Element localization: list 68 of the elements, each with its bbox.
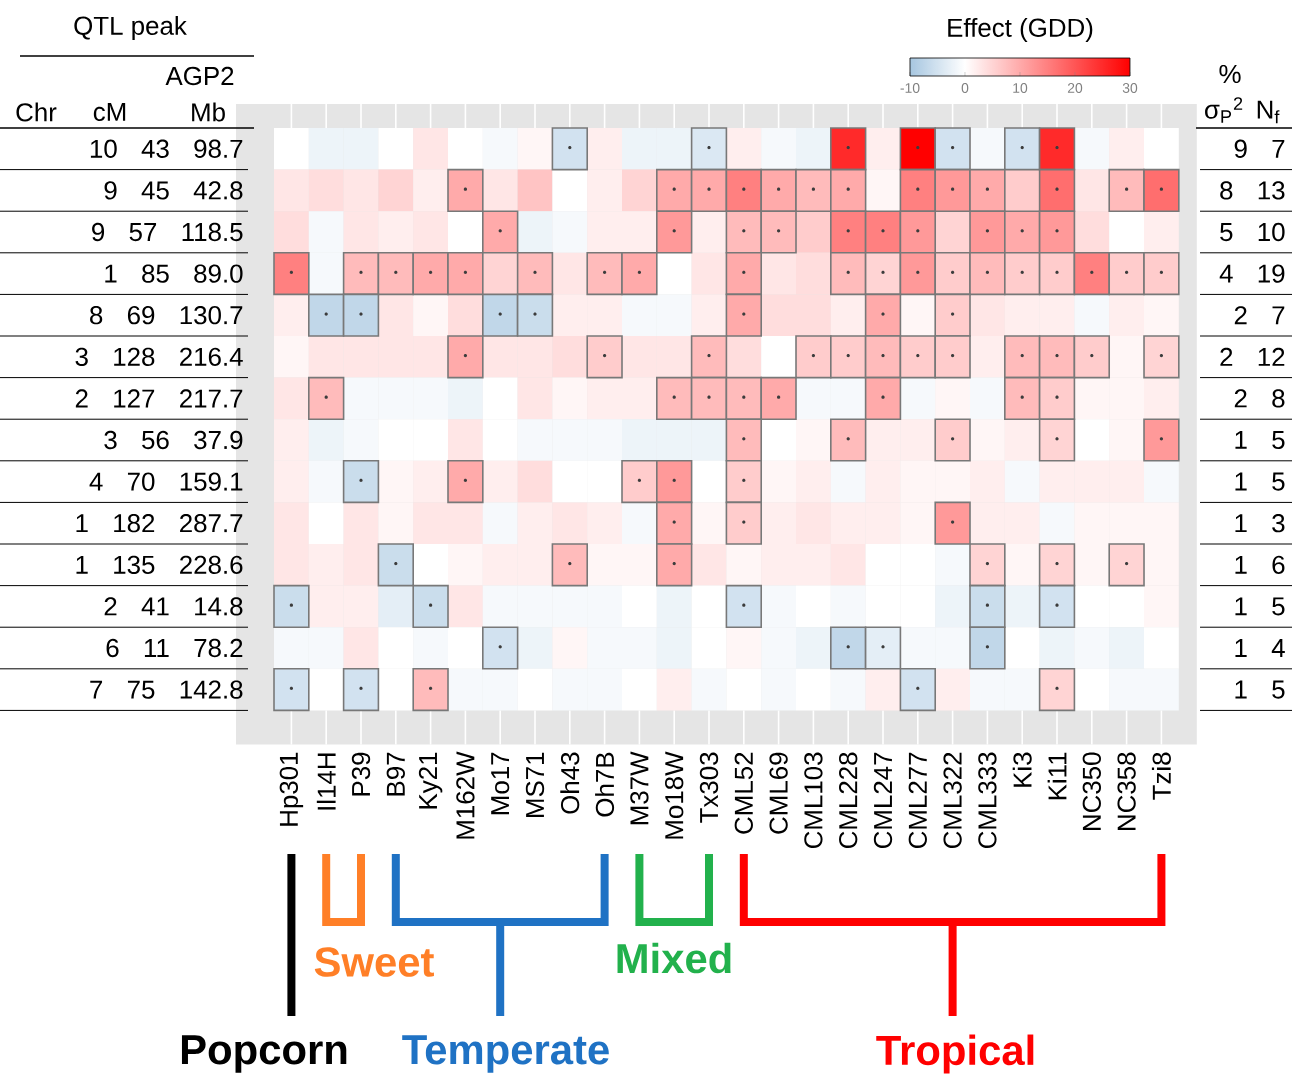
x-tick-label: CML69 bbox=[769, 752, 788, 834]
y-tick-label: 2 127 217.7 bbox=[75, 389, 243, 408]
y2-tick-label: 8 13 bbox=[1220, 181, 1285, 200]
y-tick-label: 1 182 287.7 bbox=[76, 514, 243, 533]
y-tick-label: 9 45 42.8 bbox=[104, 181, 243, 200]
x-tick-label: Mo18W bbox=[665, 751, 684, 839]
x-tick-label: Oh43 bbox=[560, 752, 580, 814]
x-tick-label: P39 bbox=[351, 752, 371, 796]
x-tick-label: Hp301 bbox=[279, 752, 304, 826]
y-tick-label: 3 128 216.4 bbox=[75, 347, 243, 366]
x-tick-label: CML247 bbox=[873, 752, 893, 849]
text: Chr bbox=[16, 102, 57, 122]
text: cM bbox=[93, 102, 126, 122]
x-tick-label: B97 bbox=[386, 752, 405, 796]
y-tick-label: 1 135 228.6 bbox=[76, 555, 243, 574]
x-tick-label: Il14H bbox=[316, 753, 336, 810]
y-tick-label: 6 11 78.2 bbox=[106, 638, 243, 658]
y2-tick-label: 1 6 bbox=[1235, 555, 1285, 574]
y-tick-label: 9 57 118.5 bbox=[92, 222, 243, 242]
y2-tick-label: 2 7 bbox=[1234, 306, 1285, 325]
y2-tick-label: 1 5 bbox=[1235, 597, 1285, 616]
y2-tick-label: 1 5 bbox=[1235, 430, 1285, 450]
y2-tick-label: 9 7 bbox=[1234, 139, 1285, 158]
x-tick-label: CML103 bbox=[804, 752, 823, 849]
x-tick-label: CML333 bbox=[978, 752, 997, 849]
text: Temperate bbox=[402, 1035, 609, 1073]
x-tick-label: M162W bbox=[456, 751, 475, 839]
x-tick-label: M37W bbox=[630, 751, 649, 825]
y2-tick-label: 5 10 bbox=[1220, 222, 1285, 242]
text: σ$_{P}$2 bbox=[1205, 97, 1243, 123]
text: Popcorn bbox=[181, 1035, 347, 1073]
y-tick-label: 8 69 130.7 bbox=[90, 306, 243, 325]
x-tick-label: NC358 bbox=[1117, 752, 1136, 830]
x-tick-label: Ky21 bbox=[418, 752, 443, 809]
y2-tick-label: 2 12 bbox=[1220, 347, 1285, 366]
text: AGP2 bbox=[165, 66, 234, 86]
y2-tick-label: 4 19 bbox=[1219, 264, 1285, 283]
x-tick-label: CML322 bbox=[943, 752, 962, 849]
x-tick-label: CML228 bbox=[839, 752, 858, 849]
y2-tick-label: 2 8 bbox=[1234, 389, 1285, 408]
x-tick-label: NC350 bbox=[1082, 752, 1101, 830]
y-tick-label: 10 43 98.7 bbox=[90, 139, 243, 158]
text: Sweet bbox=[314, 947, 434, 977]
text: % bbox=[1219, 64, 1241, 84]
y2-tick-label: 1 4 bbox=[1235, 639, 1285, 657]
y-tick-label: 3 56 37.9 bbox=[104, 430, 243, 450]
text: QTL peak bbox=[74, 15, 187, 41]
text: Tropical bbox=[876, 1034, 1034, 1074]
color-bar-title: Effect (GDD) bbox=[948, 17, 1093, 43]
y-tick-label: 7 75 142.8 bbox=[90, 680, 243, 699]
y2-tick-label: 1 3 bbox=[1235, 514, 1285, 533]
x-tick-label: Ki3 bbox=[1012, 752, 1032, 787]
x-tick-label: MS71 bbox=[525, 752, 545, 817]
x-tick-label: CML52 bbox=[734, 752, 753, 834]
x-tick-label: Mo17 bbox=[491, 752, 510, 815]
text: Mb bbox=[192, 102, 225, 122]
x-tick-label: Tx303 bbox=[699, 752, 719, 823]
text: N$_{f}$ bbox=[1257, 100, 1280, 124]
x-tick-label: Tzi8 bbox=[1151, 752, 1171, 800]
y-tick-label: 2 41 14.8 bbox=[104, 597, 243, 616]
y2-tick-label: 1 5 bbox=[1235, 680, 1285, 699]
x-tick-label: CML277 bbox=[908, 752, 927, 849]
y-tick-label: 1 85 89.0 bbox=[105, 264, 243, 283]
y-tick-label: 4 70 159.1 bbox=[89, 472, 243, 491]
x-tick-label: Ki11 bbox=[1047, 752, 1067, 800]
text: Mixed bbox=[617, 942, 731, 974]
x-tick-label: Oh7B bbox=[595, 752, 615, 817]
y2-tick-label: 1 5 bbox=[1235, 472, 1285, 491]
